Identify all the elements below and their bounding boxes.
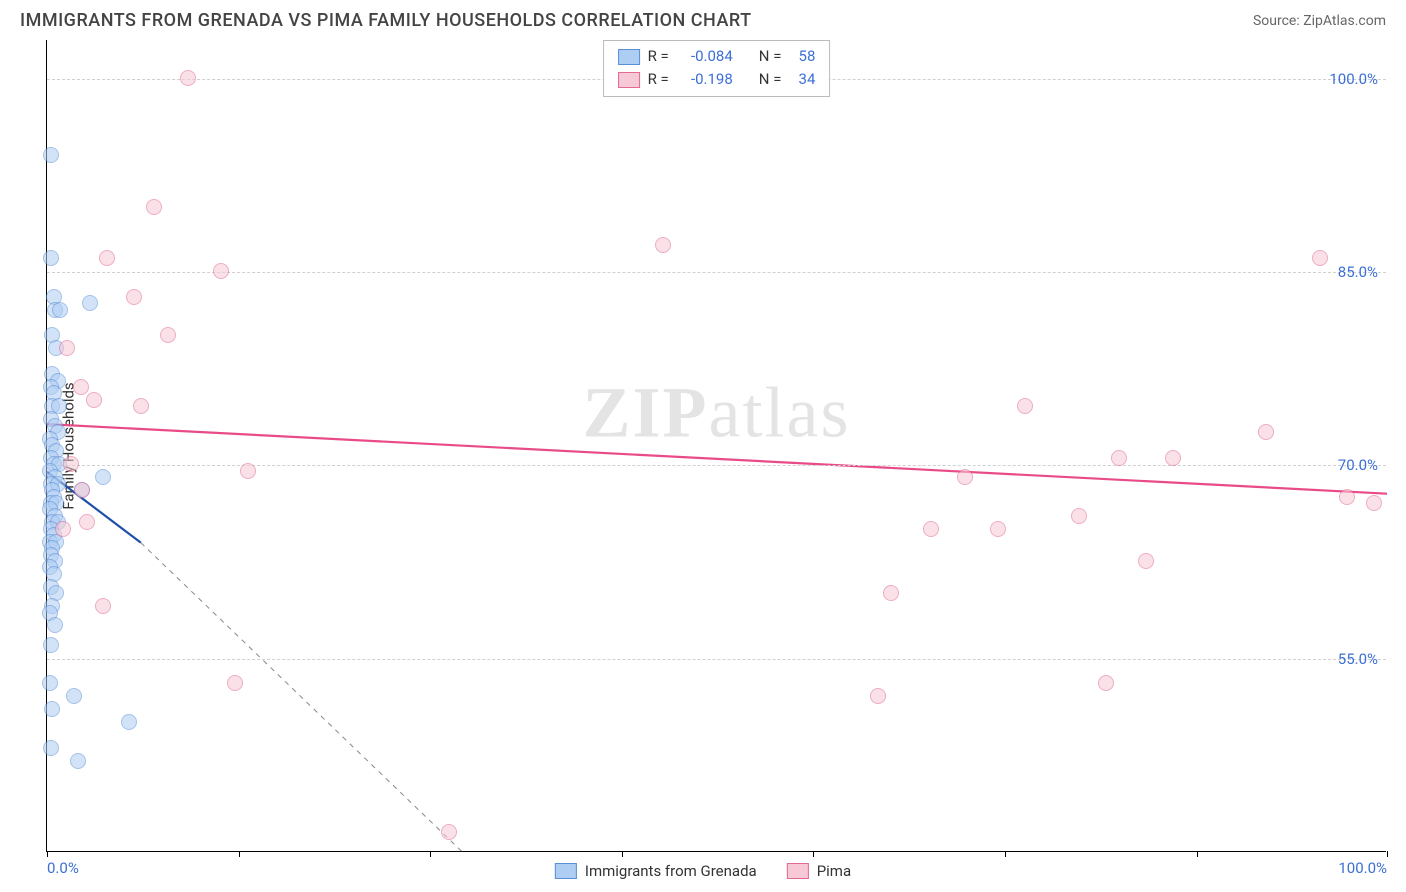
- data-point: [1071, 508, 1087, 524]
- trend-line-extrapolated: [141, 543, 463, 852]
- data-point: [121, 714, 137, 730]
- legend-n-label: N =: [759, 45, 782, 68]
- data-point: [883, 585, 899, 601]
- data-point: [213, 263, 229, 279]
- data-point: [74, 482, 90, 498]
- x-tick: [47, 851, 48, 857]
- x-tick: [430, 851, 431, 857]
- data-point: [95, 469, 111, 485]
- data-point: [990, 521, 1006, 537]
- data-point: [63, 456, 79, 472]
- data-point: [1165, 450, 1181, 466]
- data-point: [43, 250, 59, 266]
- legend-row: R = -0.084 N = 58: [618, 45, 816, 68]
- data-point: [957, 469, 973, 485]
- gridline: [47, 272, 1386, 273]
- data-point: [240, 463, 256, 479]
- legend-r-value: -0.198: [677, 68, 733, 91]
- legend-n-value: 58: [789, 45, 815, 68]
- y-tick-label: 85.0%: [1338, 263, 1378, 281]
- data-point: [59, 340, 75, 356]
- x-tick-label: 100.0%: [1338, 859, 1387, 877]
- legend-r-value: -0.084: [677, 45, 733, 68]
- data-point: [70, 753, 86, 769]
- x-tick: [1005, 851, 1006, 857]
- data-point: [73, 379, 89, 395]
- data-point: [44, 701, 60, 717]
- source-label: Source: ZipAtlas.com: [1253, 13, 1386, 29]
- y-tick-label: 55.0%: [1338, 650, 1378, 668]
- x-tick: [1387, 851, 1388, 857]
- data-point: [86, 392, 102, 408]
- data-point: [1138, 553, 1154, 569]
- x-tick: [1197, 851, 1198, 857]
- x-tick-label: 0.0%: [47, 859, 79, 877]
- data-point: [47, 617, 63, 633]
- data-point: [1366, 495, 1382, 511]
- legend-swatch: [618, 49, 640, 65]
- data-point: [655, 237, 671, 253]
- page-title: IMMIGRANTS FROM GRENADA VS PIMA FAMILY H…: [20, 10, 752, 31]
- data-point: [133, 398, 149, 414]
- data-point: [441, 824, 457, 840]
- data-point: [180, 70, 196, 86]
- data-point: [99, 250, 115, 266]
- legend-r-label: R =: [648, 68, 669, 91]
- data-point: [1111, 450, 1127, 466]
- data-point: [870, 688, 886, 704]
- data-point: [43, 147, 59, 163]
- legend-swatch: [787, 863, 809, 879]
- legend-swatch: [618, 72, 640, 88]
- legend-label: Immigrants from Grenada: [585, 862, 757, 880]
- legend-n-value: 34: [789, 68, 815, 91]
- data-point: [1258, 424, 1274, 440]
- y-tick-label: 70.0%: [1338, 456, 1378, 474]
- data-point: [55, 521, 71, 537]
- data-point: [227, 675, 243, 691]
- legend-swatch: [555, 863, 577, 879]
- data-point: [43, 740, 59, 756]
- watermark: ZIPatlas: [583, 372, 851, 455]
- data-point: [43, 637, 59, 653]
- data-point: [79, 514, 95, 530]
- legend-row: R = -0.198 N = 34: [618, 68, 816, 91]
- chart-area: ZIPatlas Family Households R =-0.084N =5…: [46, 40, 1386, 852]
- legend-item: Pima: [787, 862, 851, 880]
- x-tick: [239, 851, 240, 857]
- trend-line: [47, 424, 1387, 494]
- legend-r-label: R =: [648, 45, 669, 68]
- data-point: [126, 289, 142, 305]
- data-point: [52, 302, 68, 318]
- data-point: [95, 598, 111, 614]
- data-point: [82, 295, 98, 311]
- x-tick: [813, 851, 814, 857]
- gridline: [47, 659, 1386, 660]
- data-point: [1339, 489, 1355, 505]
- legend-item: Immigrants from Grenada: [555, 862, 757, 880]
- x-tick: [622, 851, 623, 857]
- y-tick-label: 100.0%: [1329, 70, 1378, 88]
- data-point: [1017, 398, 1033, 414]
- correlation-legend: R = -0.084 N = 58 R = -0.198 N = 34: [603, 40, 831, 97]
- data-point: [146, 199, 162, 215]
- legend-label: Pima: [817, 862, 851, 880]
- legend-n-label: N =: [759, 68, 782, 91]
- data-point: [1098, 675, 1114, 691]
- data-point: [923, 521, 939, 537]
- data-point: [42, 675, 58, 691]
- data-point: [1312, 250, 1328, 266]
- data-point: [66, 688, 82, 704]
- data-point: [160, 327, 176, 343]
- series-legend: Immigrants from Grenada Pima: [555, 862, 851, 880]
